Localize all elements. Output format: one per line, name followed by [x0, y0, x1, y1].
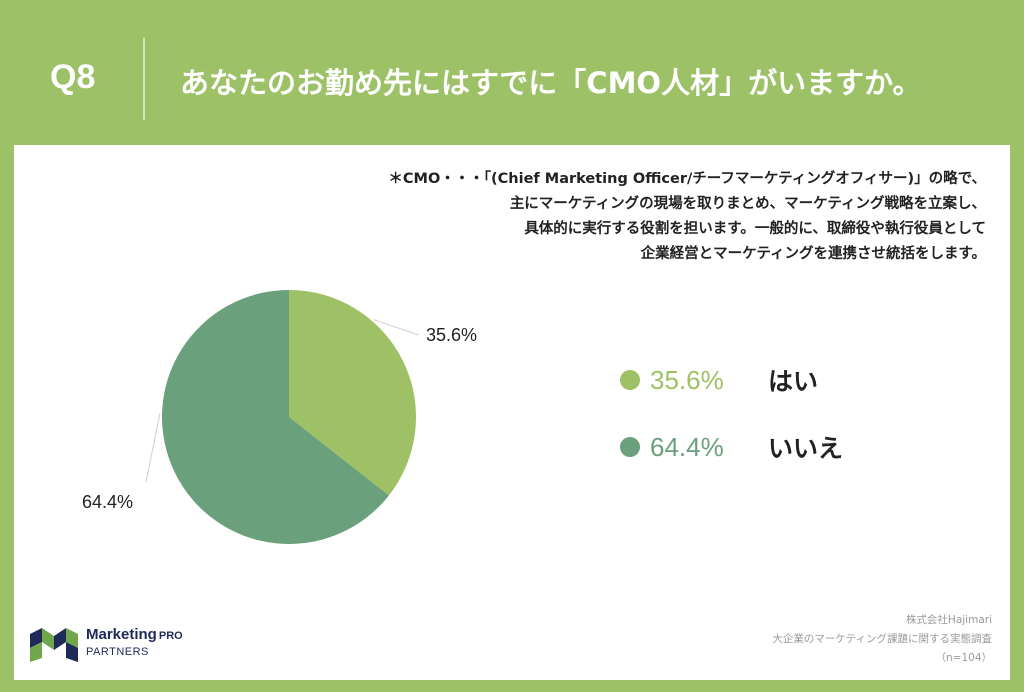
logo-mark-icon	[30, 628, 78, 662]
logo-subtitle: PARTNERS	[86, 646, 149, 658]
chart-panel: ＊CMO・・・「(Chief Marketing Officer/チーフマーケテ…	[14, 145, 1010, 680]
question-number: Q8	[50, 58, 96, 96]
pie-chart: 35.6% 64.4%	[82, 290, 477, 544]
pie-slice-yes	[289, 290, 416, 496]
legend-label-no: いいえ	[768, 434, 844, 463]
legend-value-yes: 35.6%	[650, 364, 724, 395]
note-line: 主にマーケティングの現場を取りまとめ、マーケティング戦略を立案し、	[509, 196, 986, 212]
legend-label-yes: はい	[768, 367, 819, 396]
marketing-pro-partners-logo: Marketing PRO PARTNERS	[28, 620, 228, 670]
source-line: （n=104）	[935, 652, 993, 664]
legend: 35.6% はい 64.4% いいえ	[620, 363, 843, 497]
legend-swatch-yes	[620, 370, 640, 390]
note-line: ＊CMO・・・「(Chief Marketing Officer/チーフマーケテ…	[388, 171, 986, 187]
header-divider	[143, 38, 145, 120]
question-title: あなたのお勤め先にはすでに「CMO人材」がいますか。	[180, 66, 922, 100]
pie-data-label-no: 64.4%	[82, 492, 133, 512]
source-note: 株式会社Hajimari 大企業のマーケティング課題に関する実態調査 （n=10…	[772, 611, 992, 668]
logo-name: Marketing PRO	[86, 626, 183, 643]
legend-item-yes: 35.6% はい	[620, 363, 843, 397]
note-line: 企業経営とマーケティングを連携させ統括をします。	[640, 246, 986, 262]
pie-data-label-yes: 35.6%	[426, 325, 477, 345]
legend-item-no: 64.4% いいえ	[620, 430, 843, 464]
source-line: 大企業のマーケティング課題に関する実態調査	[772, 633, 992, 645]
pie-slice-no	[162, 290, 389, 544]
leader-line	[373, 319, 420, 336]
cmo-definition-note: ＊CMO・・・「(Chief Marketing Officer/チーフマーケテ…	[166, 167, 986, 267]
header: Q8 あなたのお勤め先にはすでに「CMO人材」がいますか。	[0, 0, 1024, 145]
leader-line	[145, 412, 161, 483]
legend-value-no: 64.4%	[650, 431, 724, 462]
legend-swatch-no	[620, 437, 640, 457]
source-line: 株式会社Hajimari	[905, 614, 992, 626]
note-line: 具体的に実行する役割を担います。一般的に、取締役や執行役員として	[524, 221, 986, 237]
